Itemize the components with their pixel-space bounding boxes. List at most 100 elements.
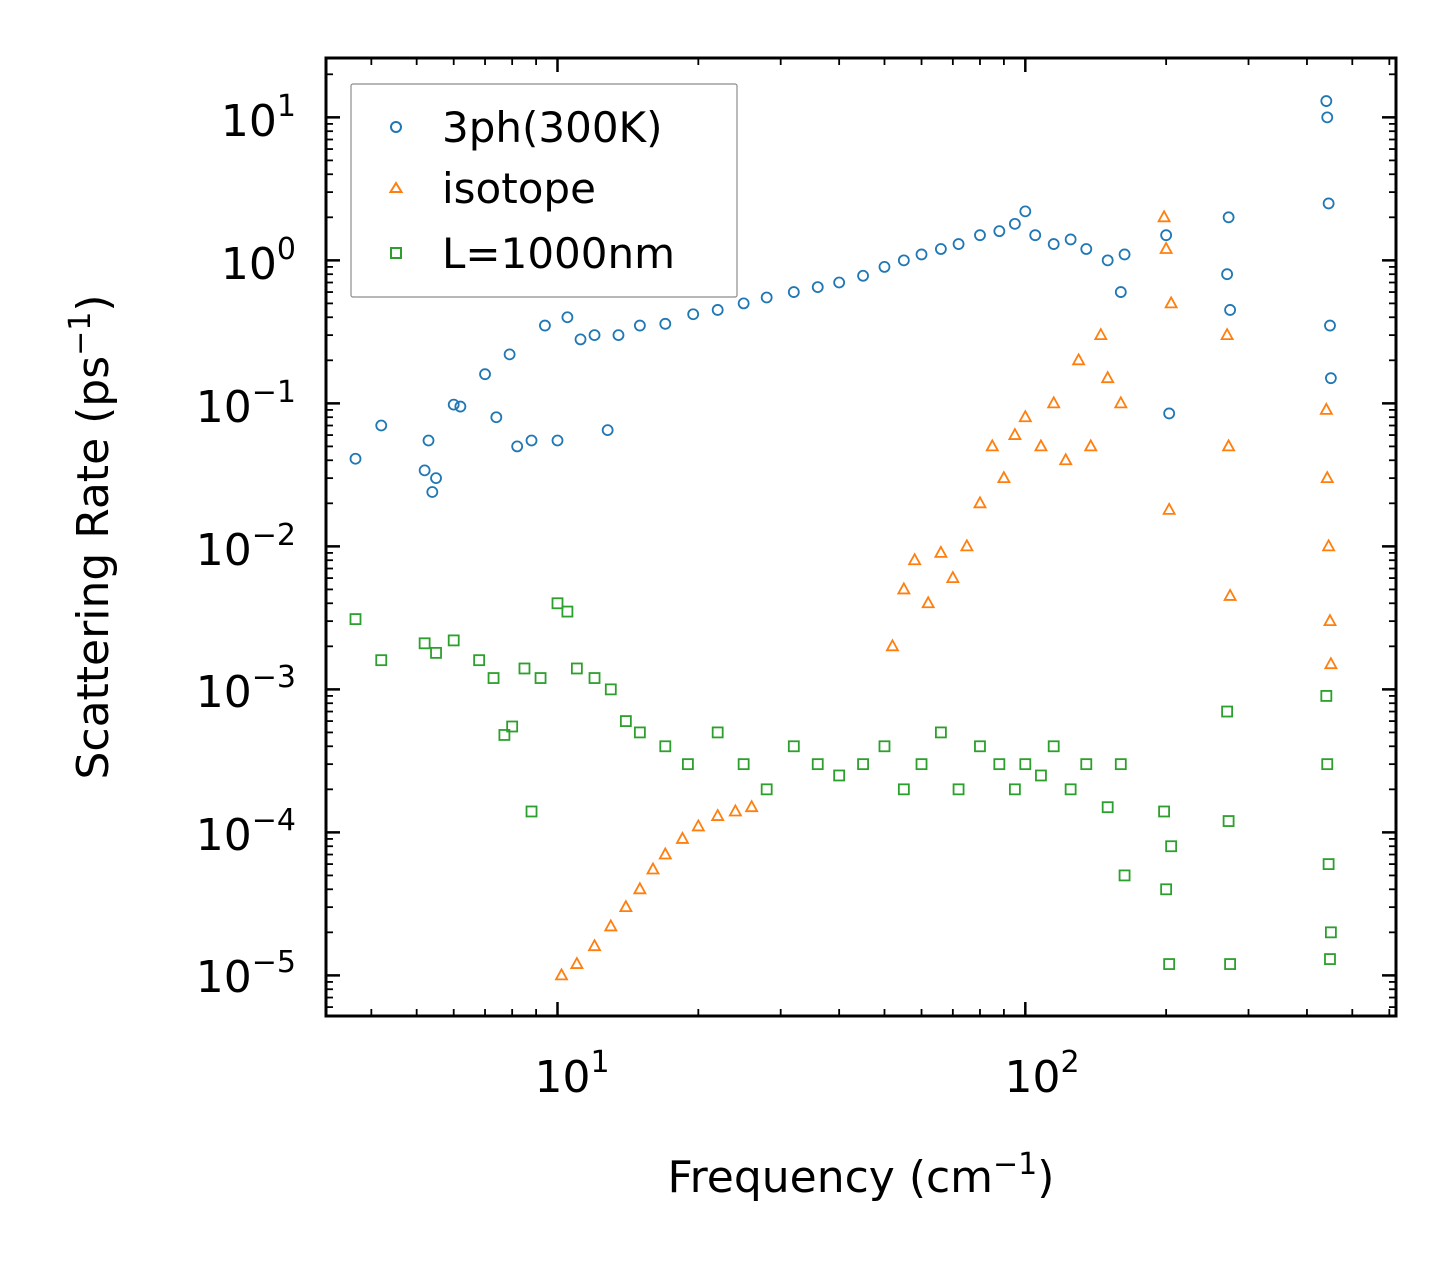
point-isotope bbox=[1323, 656, 1338, 670]
point-boundary bbox=[1320, 690, 1333, 702]
point-boundary bbox=[604, 683, 617, 696]
point-boundary bbox=[1080, 758, 1093, 771]
point-isotope bbox=[1223, 588, 1238, 601]
point-isotope bbox=[645, 861, 661, 875]
point-boundary bbox=[619, 715, 632, 727]
y-tick-label: 101 bbox=[221, 89, 296, 147]
point-boundary bbox=[1118, 869, 1131, 882]
point-isotope bbox=[1320, 470, 1335, 484]
point-isotope bbox=[1093, 327, 1108, 341]
point-boundary bbox=[418, 637, 431, 650]
point-isotope bbox=[996, 470, 1011, 484]
point-isotope bbox=[632, 881, 647, 895]
point-3ph bbox=[1118, 248, 1131, 261]
point-boundary bbox=[682, 758, 694, 771]
point-3ph bbox=[1019, 205, 1032, 218]
point-isotope bbox=[1322, 613, 1338, 627]
point-boundary bbox=[1163, 958, 1176, 970]
point-3ph bbox=[1008, 217, 1021, 230]
point-3ph bbox=[1324, 319, 1336, 332]
point-isotope bbox=[554, 967, 569, 981]
point-isotope bbox=[907, 552, 922, 566]
y-tick-label: 10−2 bbox=[196, 518, 296, 576]
point-boundary bbox=[633, 726, 646, 739]
y-tick-labels: 101 100 10−1 10−2 10−3 10−4 10−5 bbox=[196, 89, 296, 1003]
point-3ph bbox=[897, 254, 910, 267]
point-3ph bbox=[915, 248, 928, 261]
legend-label: isotope bbox=[442, 164, 596, 213]
point-isotope bbox=[945, 570, 960, 583]
point-boundary bbox=[430, 646, 442, 659]
point-isotope bbox=[1319, 402, 1334, 415]
point-3ph bbox=[934, 243, 947, 255]
point-3ph bbox=[454, 400, 467, 413]
point-3ph bbox=[1321, 111, 1334, 124]
point-isotope bbox=[896, 581, 911, 595]
y-tick-label: 10−4 bbox=[196, 803, 296, 861]
point-boundary bbox=[1222, 815, 1235, 827]
point-isotope bbox=[1083, 438, 1098, 452]
point-isotope bbox=[959, 538, 974, 552]
legend-box bbox=[350, 83, 738, 298]
point-boundary bbox=[1224, 958, 1236, 970]
legend: 3ph(300K) isotope L=1000nm bbox=[350, 83, 738, 298]
point-3ph bbox=[833, 276, 846, 289]
y-axis-label: Scattering Rate (ps−1) bbox=[63, 294, 119, 779]
point-boundary bbox=[993, 758, 1006, 771]
point-boundary bbox=[498, 729, 511, 741]
point-boundary bbox=[1064, 783, 1077, 796]
point-boundary bbox=[534, 672, 547, 684]
point-3ph bbox=[1324, 372, 1337, 385]
point-3ph bbox=[1224, 304, 1236, 316]
x-tick-label: 102 bbox=[1004, 1045, 1079, 1103]
point-isotope bbox=[1033, 438, 1048, 452]
point-isotope bbox=[603, 918, 618, 932]
point-isotope bbox=[744, 799, 759, 813]
point-boundary bbox=[1114, 758, 1127, 771]
point-isotope bbox=[885, 638, 900, 652]
point-3ph bbox=[737, 297, 750, 310]
point-3ph bbox=[574, 333, 587, 346]
point-boundary bbox=[1321, 758, 1334, 771]
point-boundary bbox=[833, 769, 846, 782]
point-boundary bbox=[1101, 801, 1114, 814]
point-3ph bbox=[430, 472, 442, 485]
point-3ph bbox=[1320, 95, 1333, 107]
point-3ph bbox=[511, 440, 524, 453]
legend-label: L=1000nm bbox=[442, 229, 675, 278]
point-boundary bbox=[525, 805, 538, 818]
point-3ph bbox=[1221, 268, 1234, 281]
point-boundary bbox=[349, 613, 362, 626]
point-boundary bbox=[878, 740, 891, 753]
point-3ph bbox=[539, 319, 551, 332]
point-3ph bbox=[490, 411, 503, 424]
y-tick-label: 10−1 bbox=[196, 375, 296, 433]
point-isotope bbox=[985, 438, 1000, 452]
point-3ph bbox=[878, 260, 891, 273]
point-isotope bbox=[618, 899, 633, 913]
y-tick-label: 10−5 bbox=[196, 945, 296, 1003]
point-3ph bbox=[588, 329, 601, 342]
point-isotope bbox=[972, 495, 987, 509]
point-3ph bbox=[1080, 243, 1093, 255]
point-3ph bbox=[447, 398, 460, 411]
x-tick-label: 101 bbox=[534, 1045, 609, 1103]
point-isotope bbox=[1220, 327, 1235, 341]
point-isotope bbox=[1058, 452, 1073, 466]
major-ticks bbox=[326, 58, 1396, 1016]
point-3ph bbox=[422, 434, 435, 447]
y-tick-label: 100 bbox=[221, 232, 296, 290]
point-boundary bbox=[561, 605, 574, 618]
point-3ph bbox=[1029, 229, 1042, 242]
point-isotope bbox=[921, 595, 936, 609]
y-tick-label: 10−3 bbox=[196, 660, 296, 718]
point-boundary bbox=[1158, 805, 1170, 818]
point-3ph bbox=[418, 464, 431, 477]
point-boundary bbox=[811, 758, 824, 771]
point-3ph bbox=[349, 452, 362, 465]
point-3ph bbox=[1322, 197, 1335, 210]
point-isotope bbox=[1100, 370, 1115, 384]
point-boundary bbox=[787, 740, 800, 753]
legend-entry-isotope: isotope bbox=[388, 164, 596, 213]
